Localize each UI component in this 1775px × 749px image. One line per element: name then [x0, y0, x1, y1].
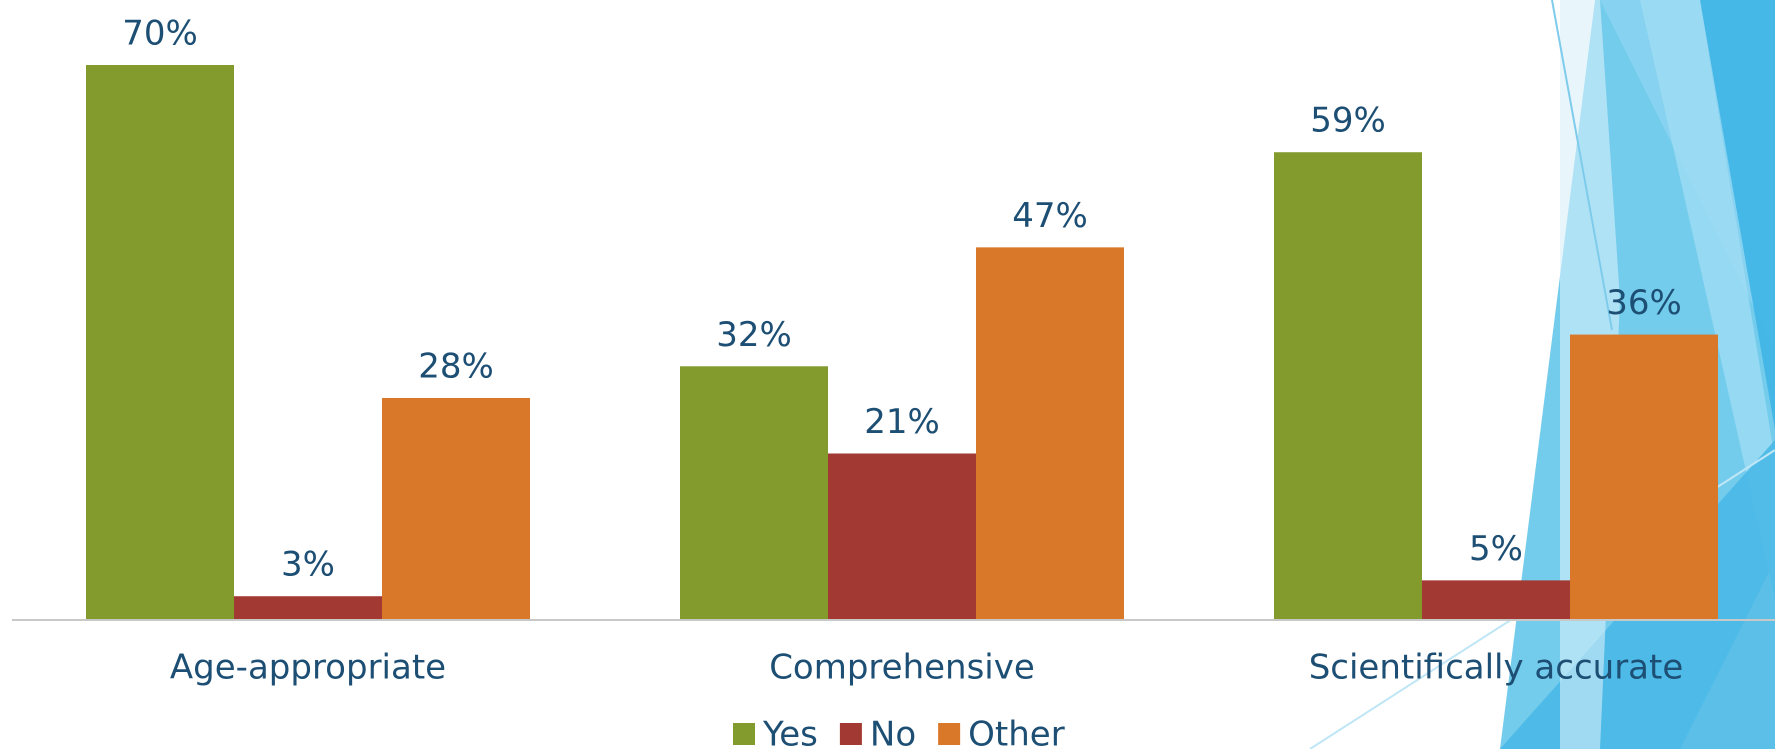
- bar: [234, 596, 382, 620]
- x-tick-label: Age-appropriate: [170, 648, 446, 688]
- legend-swatch: [938, 723, 961, 745]
- legend-swatch: [733, 723, 755, 745]
- data-label: 28%: [418, 347, 494, 387]
- bar: [1274, 152, 1422, 620]
- legend-label: Yes: [762, 715, 818, 749]
- bar: [1422, 580, 1570, 620]
- x-tick-label: Scientifically accurate: [1309, 648, 1684, 688]
- bar: [680, 366, 828, 620]
- data-label: 59%: [1310, 101, 1386, 141]
- data-label: 32%: [716, 315, 792, 355]
- legend-swatch: [839, 723, 862, 745]
- legend-label: Other: [968, 715, 1065, 749]
- data-label: 36%: [1606, 283, 1682, 323]
- data-label: 3%: [281, 545, 335, 585]
- plot-area: [86, 65, 1718, 620]
- bar: [382, 398, 530, 620]
- bar: [828, 453, 976, 620]
- bar: [86, 65, 234, 620]
- x-tick-label: Comprehensive: [769, 648, 1035, 688]
- bar: [1570, 334, 1718, 620]
- legend-label: No: [870, 715, 916, 749]
- data-label: 21%: [864, 402, 940, 442]
- data-label: 70%: [122, 14, 198, 54]
- data-label: 5%: [1469, 529, 1523, 569]
- data-label: 47%: [1012, 196, 1088, 236]
- bar: [976, 247, 1124, 620]
